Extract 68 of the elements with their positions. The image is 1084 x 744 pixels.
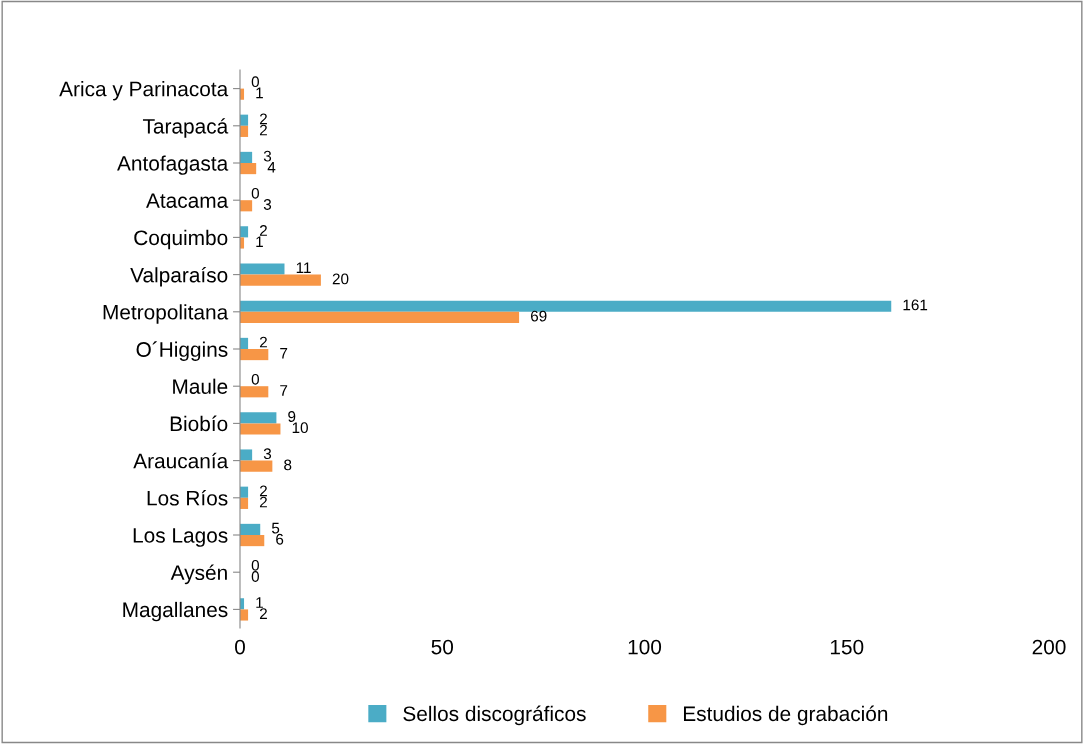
data-label: 6 [276,533,284,545]
data-label: 11 [296,262,311,273]
y-tick-label: Antofagasta [117,155,229,175]
data-label: 161 [903,299,928,311]
data-label: 2 [259,225,267,236]
x-tick-label: 0 [235,639,245,655]
data-label: 3 [263,448,272,460]
y-tick-label: Metropolitana [103,304,229,324]
y-tick-label: Maule [173,378,228,394]
bar [240,311,520,323]
data-label: 7 [280,385,288,396]
data-label: 1 [256,236,263,247]
legend-label: Estudios de grabación [683,705,888,726]
bar [240,535,265,547]
data-label: 9 [288,411,296,422]
data-label: 8 [284,459,292,471]
data-label: 0 [251,76,260,88]
data-label: 2 [259,496,267,508]
data-label: 0 [251,571,260,582]
data-label: 3 [263,199,272,210]
y-tick-label: Magallanes [123,601,228,622]
y-tick-label: Los Ríos [147,490,228,506]
x-tick-label: 150 [830,639,864,655]
data-label: 1 [256,597,263,608]
bar [240,523,261,535]
bar [240,449,253,461]
data-label: 0 [251,559,260,571]
bar [240,386,269,398]
data-label: 2 [259,485,267,497]
y-tick-label: Los Lagos [133,528,228,547]
bar [240,349,269,361]
y-tick-label: Atacama [146,193,229,208]
x-tick-label: 100 [628,639,662,655]
bar [240,200,253,212]
y-tick-label: Biobío [170,415,228,432]
data-label: 2 [259,124,267,136]
x-tick-label: 50 [431,639,454,655]
y-tick-label: Coquimbo [134,229,228,250]
data-label: 7 [280,348,288,359]
bar [240,151,253,163]
data-label: 0 [251,373,260,385]
y-tick-label: O´Higgins [136,341,228,361]
data-label: 3 [263,150,272,162]
bar [240,609,249,621]
legend-label: Sellos discográficos [403,705,586,726]
y-tick-label: Valparaíso [130,266,228,287]
data-label: 2 [259,608,267,619]
data-label: 2 [259,113,267,125]
data-label: 10 [292,422,308,434]
y-tick-label: Aysén [170,564,227,585]
bar [240,460,273,472]
data-label: 2 [259,336,267,348]
bar [240,412,277,424]
bar [240,274,321,286]
data-label: 4 [267,162,276,173]
bar [240,163,257,175]
data-label: 69 [530,310,547,322]
data-label: 20 [332,273,349,285]
bar [240,423,281,435]
x-tick-label: 200 [1032,639,1066,655]
y-tick-label: Arica y Parinacota [59,81,229,101]
data-label: 5 [271,522,280,534]
bar [240,263,285,275]
y-tick-label: Araucanía [133,452,229,469]
data-label: 0 [251,187,260,199]
y-tick-label: Tarapacá [142,118,229,138]
data-label: 1 [256,87,263,99]
bar [240,300,892,312]
